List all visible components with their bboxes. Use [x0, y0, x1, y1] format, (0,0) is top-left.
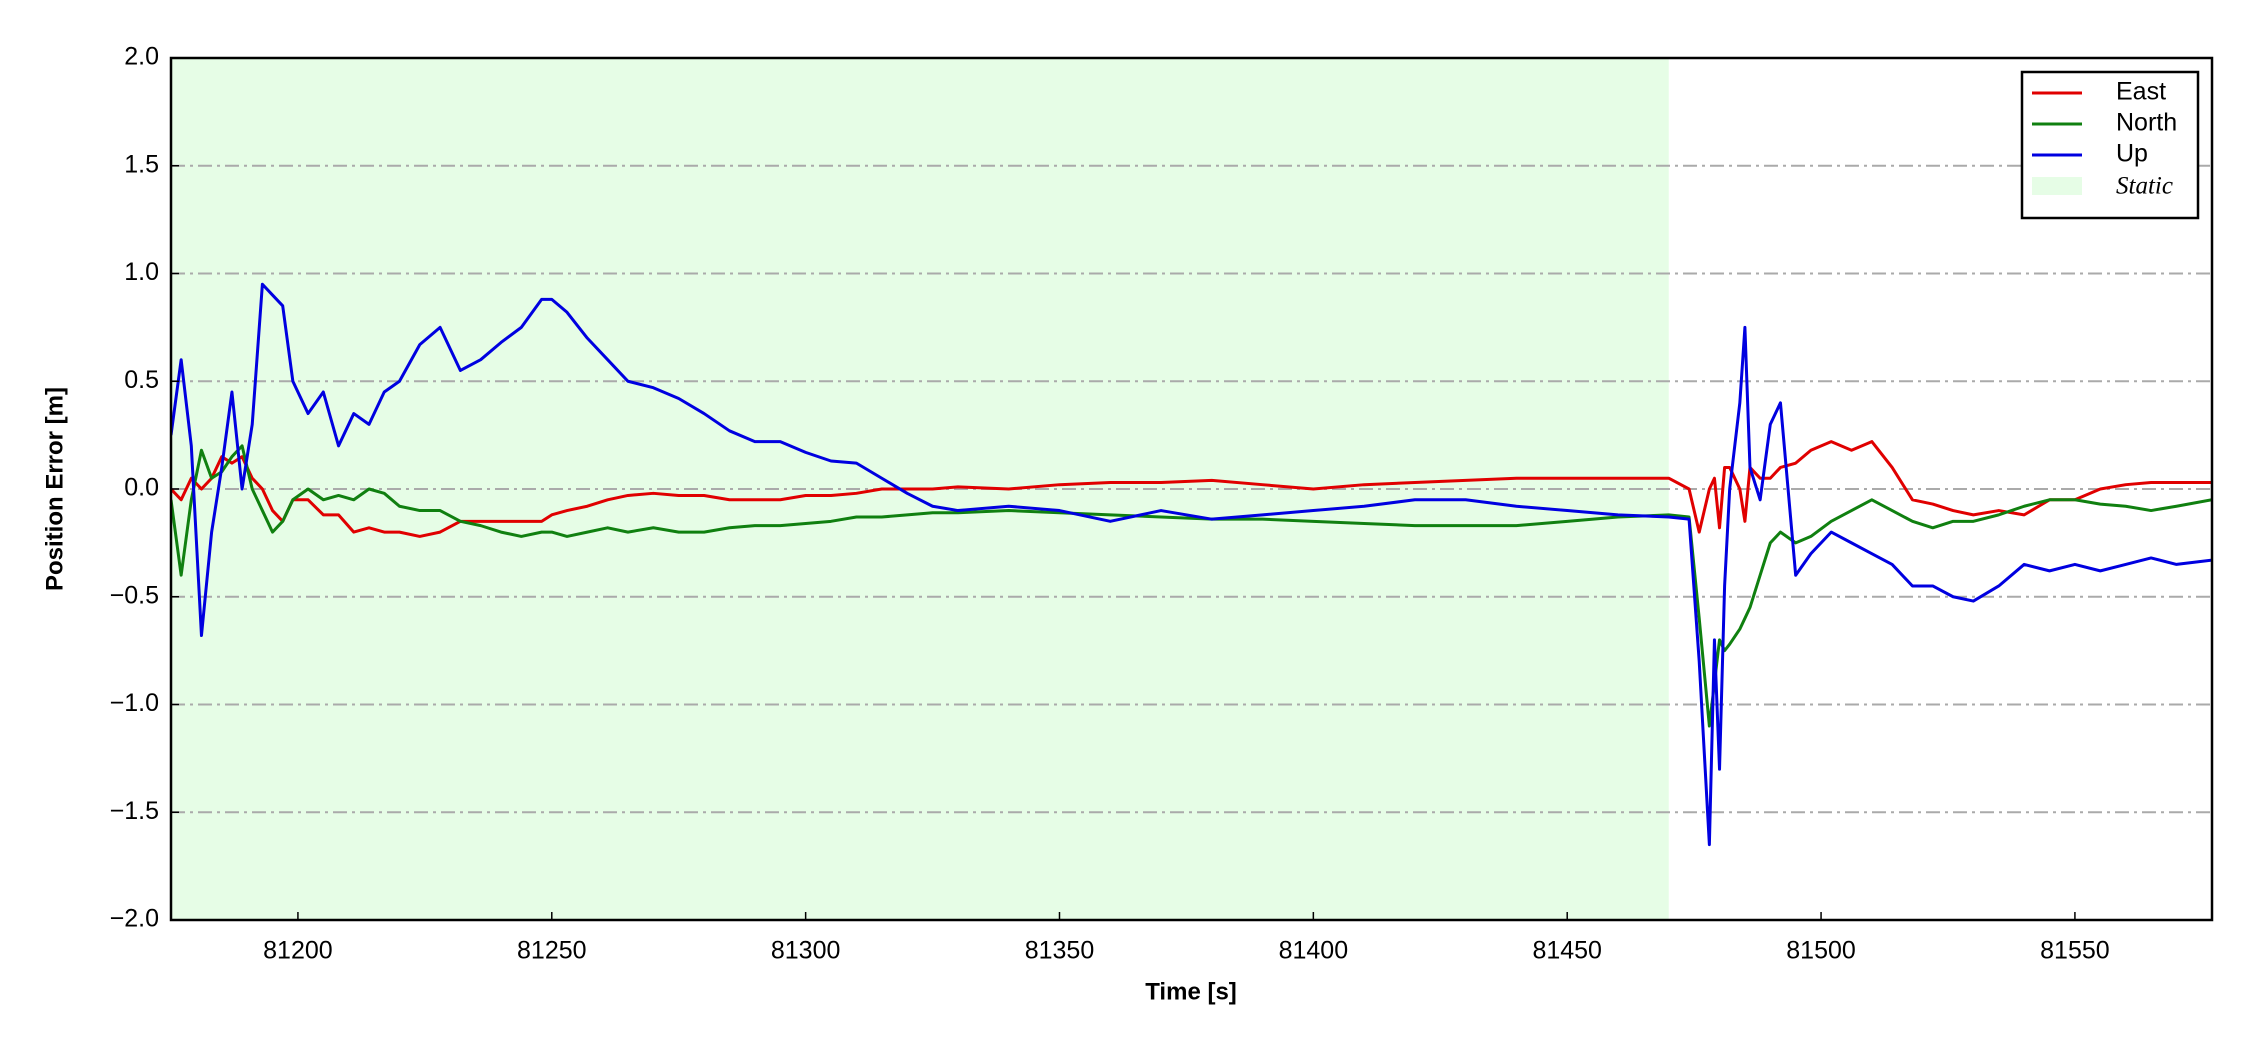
legend-label: North [2116, 109, 2177, 137]
y-tick-label: −2.0 [110, 905, 159, 933]
y-axis-label: Position Error [m] [41, 387, 68, 591]
x-tick-label: 81400 [1279, 937, 1349, 965]
y-tick-label: 0.5 [124, 366, 159, 394]
legend-label: East [2116, 78, 2166, 106]
y-tick-label: −1.0 [110, 689, 159, 717]
y-tick-label: 1.5 [124, 150, 159, 178]
series-line [171, 440, 2212, 538]
x-tick-label: 81550 [2040, 937, 2110, 965]
x-tick-label: 81250 [517, 937, 587, 965]
x-tick-label: 81350 [1025, 937, 1095, 965]
x-axis-label: Time [s] [1145, 978, 1237, 1005]
y-tick-label: −0.5 [110, 581, 159, 609]
legend-label: Static [2116, 173, 2173, 200]
y-tick-label: −1.5 [110, 797, 159, 825]
plot-area [171, 58, 2212, 920]
x-tick-label: 81200 [263, 937, 333, 965]
legend-swatch [2032, 177, 2082, 195]
x-tick-label: 81500 [1786, 937, 1856, 965]
y-tick-label: 2.0 [124, 43, 159, 71]
x-tick-label: 81450 [1532, 937, 1602, 965]
series-line [171, 282, 2212, 847]
x-tick-label: 81300 [771, 937, 841, 965]
y-tick-label: 0.0 [124, 474, 159, 502]
legend-label: Up [2116, 140, 2148, 168]
plot-frame [169, 56, 2214, 922]
y-tick-label: 1.0 [124, 258, 159, 286]
series-line [171, 444, 2212, 728]
